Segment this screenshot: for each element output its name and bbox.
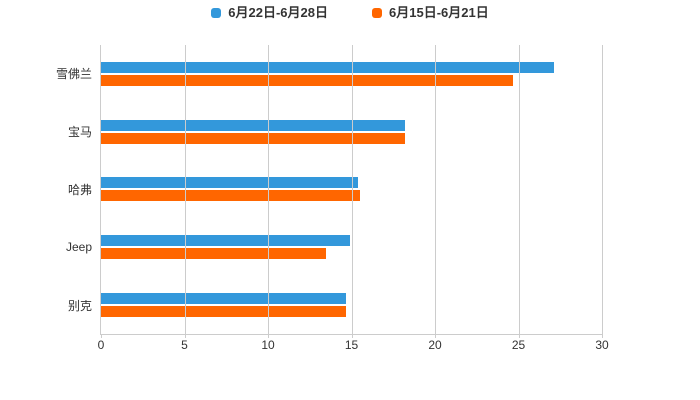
x-axis-tick	[101, 334, 102, 338]
x-axis-tick	[435, 334, 436, 338]
category-label: Jeep	[65, 240, 92, 255]
x-axis-tick	[184, 334, 186, 338]
bar-current-week	[101, 61, 554, 73]
y-axis-labels: 雪佛兰宝马哈弗 Jeep 别克	[0, 45, 92, 334]
legend-item-week1[interactable]: 6月15日-6月21日	[372, 6, 489, 19]
bar-previous-week	[101, 190, 360, 202]
x-axis-label: 25	[511, 338, 526, 352]
grid-line	[268, 45, 269, 334]
legend-marker-blue-icon	[211, 7, 222, 18]
bar-previous-week	[101, 132, 405, 144]
bar-rows	[101, 45, 602, 334]
category-label: 哈弗	[67, 182, 92, 197]
grid-line	[351, 45, 353, 334]
x-axis-tick	[268, 334, 269, 338]
bar-current-week	[101, 177, 359, 189]
x-axis-tick	[518, 334, 520, 338]
legend-label-week2: 6月22日-6月28日	[228, 5, 328, 20]
grid-line	[184, 45, 186, 334]
x-axis-label: 30	[595, 338, 609, 352]
bar-current-week	[101, 293, 347, 305]
x-axis-label: 15	[344, 338, 359, 352]
bar-pair	[101, 119, 602, 144]
x-axis-tick	[602, 334, 603, 338]
bar-previous-week	[101, 74, 514, 86]
bar-band	[101, 218, 602, 276]
plot-area: 0 5 10 15 20 25 30	[98, 45, 609, 352]
bar-band	[101, 161, 602, 219]
legend-item-week2[interactable]: 6月22日-6月28日	[211, 6, 328, 19]
grid-line	[435, 45, 436, 334]
bar-pair	[101, 177, 602, 202]
category-label: 别克	[67, 298, 92, 313]
bar-current-week	[101, 119, 405, 131]
bar-band	[101, 276, 602, 334]
x-axis-label: 10	[261, 338, 275, 352]
bar-current-week	[101, 235, 350, 247]
legend-label-week1: 6月15日-6月21日	[389, 5, 489, 20]
bar-previous-week	[101, 306, 347, 318]
bar-band	[101, 45, 602, 103]
bar-pair	[101, 235, 602, 260]
bar-band	[101, 103, 602, 161]
bar-pair	[101, 61, 602, 86]
category-label: 雪佛兰	[55, 67, 92, 82]
legend: 6月22日-6月28日 6月15日-6月21日	[0, 6, 700, 19]
category-label: 宝马	[67, 125, 92, 140]
x-axis-label: 5	[181, 338, 188, 352]
legend-marker-orange-icon	[372, 7, 382, 18]
x-axis-tick	[351, 334, 353, 338]
grid-line	[518, 45, 520, 334]
grid-line	[602, 45, 603, 334]
bar-previous-week	[101, 248, 327, 260]
x-axis-label: 0	[97, 338, 105, 352]
bar-pair	[101, 293, 602, 318]
x-axis-label: 20	[428, 338, 442, 352]
